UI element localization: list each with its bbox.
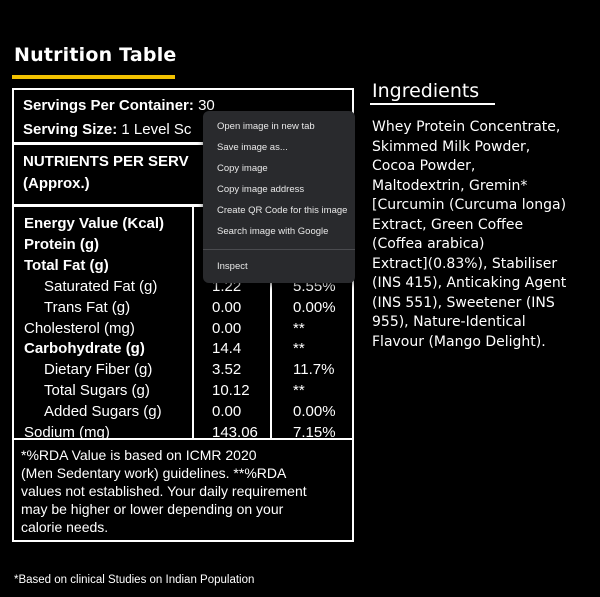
- ingredients-title: Ingredients: [372, 80, 480, 102]
- menu-item-open-image-new-tab[interactable]: Open image in new tab: [217, 121, 315, 132]
- nutrient-value: 143.06: [212, 424, 258, 441]
- servings-row: Servings Per Container: 30: [23, 96, 215, 116]
- nutrient-rda: **: [293, 340, 305, 358]
- nutrient-name: Carbohydrate (g): [24, 340, 145, 358]
- nutrient-name: Sodium (mg): [24, 424, 110, 441]
- context-menu: Open image in new tab Save image as... Cop…: [203, 111, 355, 283]
- ingredients-line: [Curcumin (Curcuma longa): [372, 197, 567, 213]
- nutrient-name: Saturated Fat (g): [44, 277, 158, 295]
- rda-note-line: values not established. Your daily requi…: [21, 483, 307, 499]
- ingredients-line: Cocoa Powder,: [372, 158, 476, 174]
- nutrient-value: 0.00: [212, 319, 242, 337]
- nutrient-value: 0.00: [212, 403, 242, 421]
- menu-item-save-image-as[interactable]: Save image as...: [217, 142, 288, 153]
- ingredients-underline: [370, 103, 495, 105]
- servings-value: 30: [198, 97, 215, 114]
- ingredients-line: Flavour (Mango Delight).: [372, 333, 546, 350]
- serving-size-label: Serving Size:: [23, 121, 118, 138]
- menu-item-search-image-google[interactable]: Search image with Google: [217, 226, 329, 237]
- nutrient-value: 10.12: [212, 382, 250, 400]
- divider: [14, 438, 352, 440]
- title-underline: [12, 75, 175, 79]
- menu-item-inspect[interactable]: Inspect: [217, 261, 248, 272]
- nutrient-name: Added Sugars (g): [44, 403, 162, 421]
- ingredients-line: (INS 551), Sweetener (INS: [372, 294, 555, 311]
- nutrient-rda: 7.15%: [293, 424, 336, 441]
- nutrient-rda: **: [293, 319, 305, 337]
- ingredients-line: (INS 415), Anticaking Agent: [372, 275, 567, 291]
- nutrition-table: Servings Per Container: 30 Serving Size:…: [12, 88, 354, 542]
- ingredients-line: Extract](0.83%), Stabiliser: [372, 255, 558, 272]
- divider: [14, 204, 352, 207]
- nutrient-rda: 11.7%: [293, 361, 335, 379]
- rda-note-line: (Men Sedentary work) guidelines. **%RDA: [21, 465, 287, 481]
- rda-note-line: calorie needs.: [21, 519, 109, 535]
- serving-size-row: Serving Size: 1 Level Sc: [23, 120, 191, 140]
- nutrient-rda: 0.00%: [293, 403, 336, 421]
- nutrient-name: Cholesterol (mg): [24, 319, 135, 337]
- ingredients-line: (Coffea arabica): [372, 236, 485, 252]
- nutrient-name: Trans Fat (g): [44, 298, 131, 316]
- divider: [14, 142, 352, 145]
- nutrient-rda: **: [293, 382, 305, 400]
- menu-separator: [203, 249, 355, 250]
- menu-item-copy-image[interactable]: Copy image: [217, 163, 268, 174]
- ingredients-line: Whey Protein Concentrate,: [372, 119, 561, 135]
- footnote: *Based on clinical Studies on Indian Pop…: [14, 574, 255, 586]
- nutrient-value: 0.00: [212, 298, 242, 316]
- ingredients-text: Whey Protein Concentrate, Skimmed Milk Po…: [372, 118, 594, 352]
- nutrient-name: Total Sugars (g): [44, 382, 150, 400]
- column-divider: [192, 204, 194, 438]
- nutrient-name: Protein (g): [24, 235, 99, 253]
- page-title: Nutrition Table: [14, 44, 177, 66]
- menu-item-copy-image-address[interactable]: Copy image address: [217, 184, 305, 195]
- nutrients-header: NUTRIENTS PER SERV: [23, 153, 189, 170]
- rda-note-line: may be higher or lower depending on your: [21, 501, 284, 517]
- nutrient-value: 3.52: [212, 361, 242, 379]
- servings-label: Servings Per Container:: [23, 97, 194, 114]
- ingredients-line: Maltodextrin, Gremin*: [372, 177, 528, 194]
- nutrient-name: Energy Value (Kcal): [24, 215, 165, 232]
- ingredients-line: Extract, Green Coffee: [372, 216, 524, 233]
- menu-item-create-qr-code[interactable]: Create QR Code for this image: [217, 205, 348, 216]
- ingredients-line: Skimmed Milk Powder,: [372, 138, 531, 155]
- nutrient-rda: 0.00%: [293, 298, 336, 316]
- serving-size-value: 1 Level Sc: [121, 121, 192, 138]
- ingredients-line: 955), Nature-Identical: [372, 314, 526, 330]
- nutrient-value: 14.4: [212, 340, 242, 358]
- nutrient-name: Total Fat (g): [24, 256, 109, 274]
- rda-note-line: *%RDA Value is based on ICMR 2020: [21, 447, 257, 463]
- column-divider: [270, 204, 272, 438]
- nutrient-name: Dietary Fiber (g): [44, 361, 153, 379]
- nutrients-header-sub: (Approx.): [23, 175, 90, 192]
